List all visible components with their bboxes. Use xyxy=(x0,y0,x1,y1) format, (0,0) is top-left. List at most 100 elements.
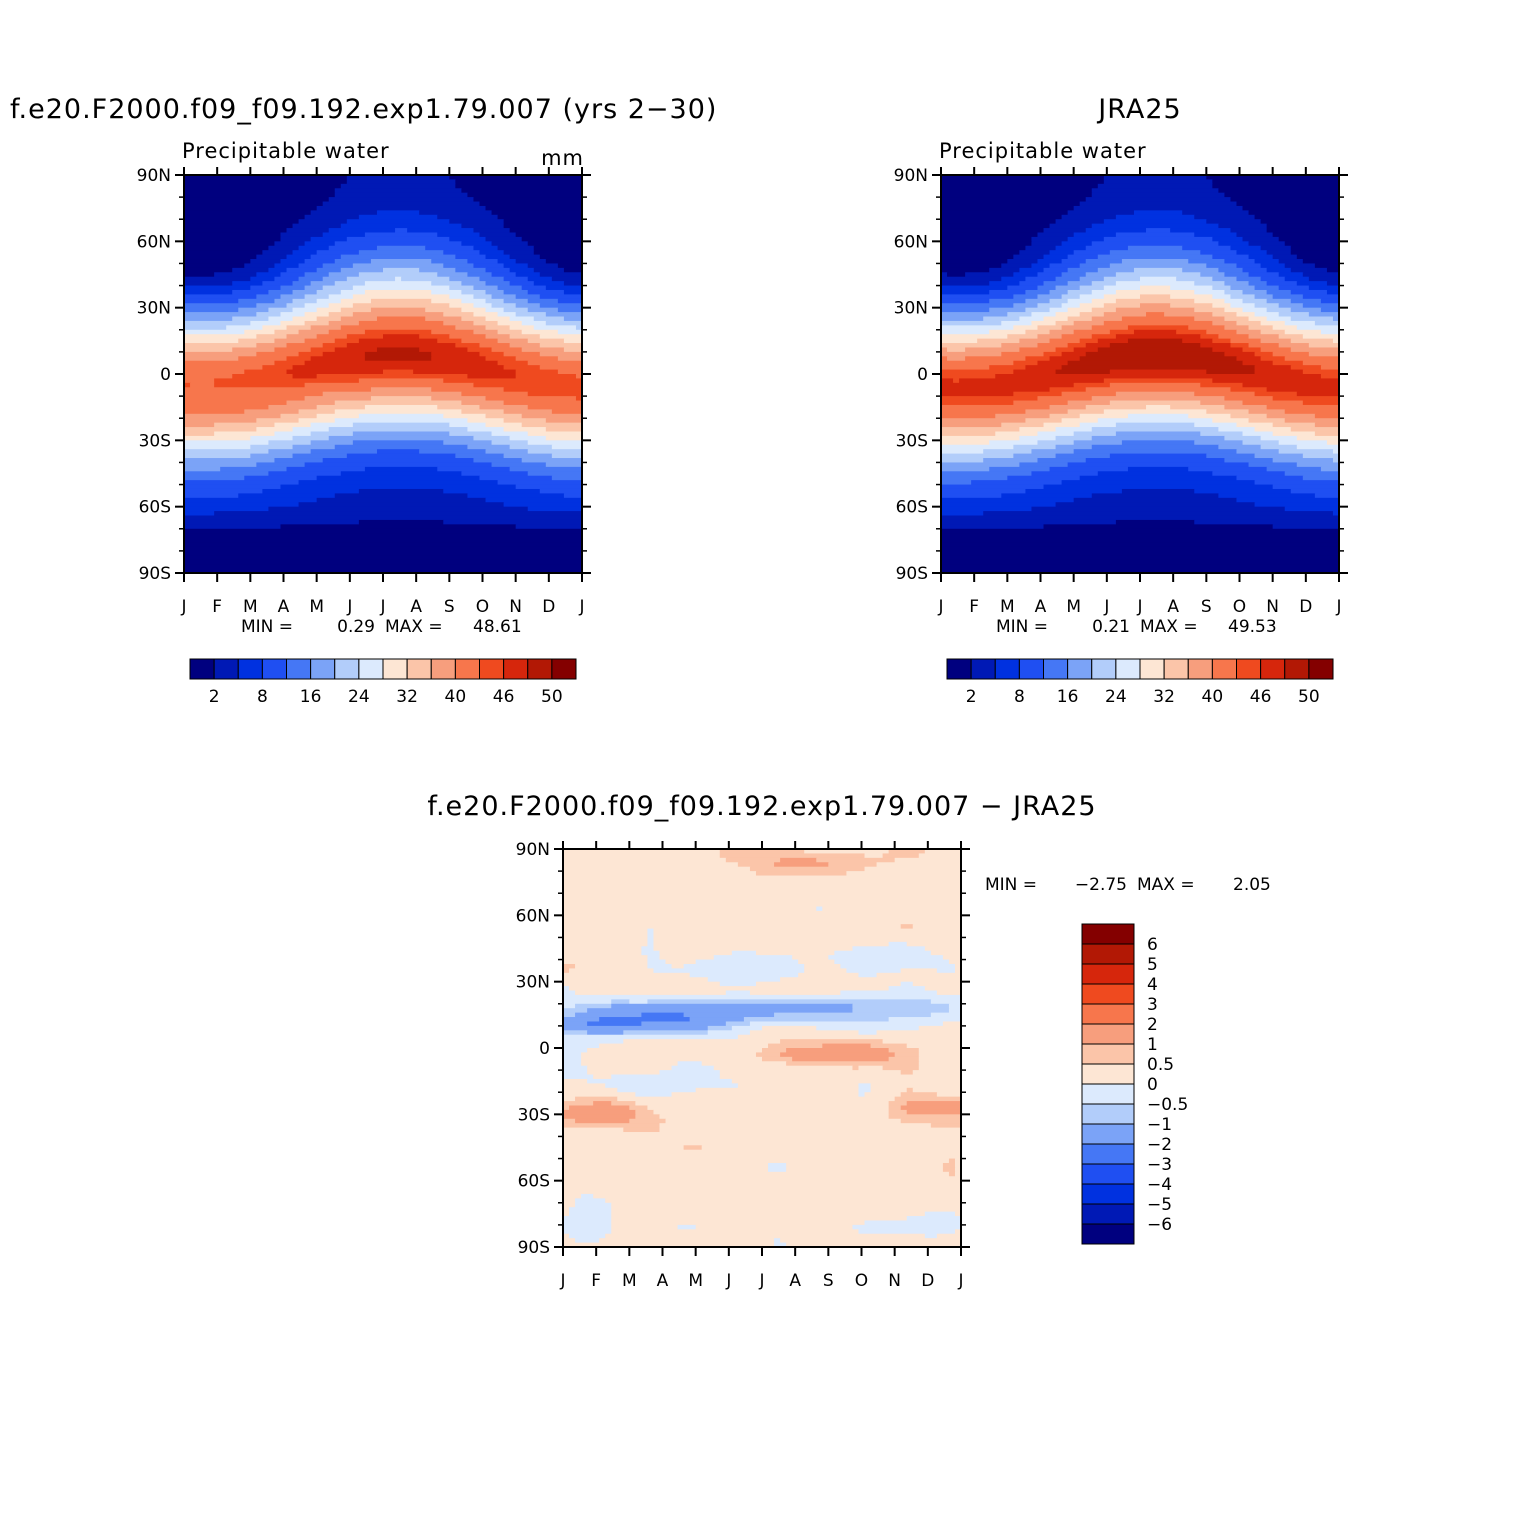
field-cell xyxy=(755,1052,781,1058)
y-tick-label: 90S xyxy=(896,564,928,584)
field-cell xyxy=(563,857,727,863)
field-cell xyxy=(959,378,1105,384)
field-cell xyxy=(352,294,450,300)
field-cell xyxy=(659,1127,961,1133)
field-cell xyxy=(1037,431,1075,437)
field-cell xyxy=(1230,197,1339,203)
field-cell xyxy=(1230,228,1268,234)
field-cell xyxy=(545,312,582,318)
field-cell xyxy=(425,245,475,251)
field-cell xyxy=(948,1171,956,1177)
field-cell xyxy=(304,241,336,247)
field-cell xyxy=(941,524,1045,530)
field-cell xyxy=(731,1025,763,1031)
field-cell xyxy=(232,347,276,353)
field-cell xyxy=(1302,369,1339,375)
field-cell xyxy=(900,968,938,974)
field-cell xyxy=(941,418,1027,424)
colorbar-label: 46 xyxy=(1250,687,1272,707)
field-cell xyxy=(941,533,1339,539)
field-cell xyxy=(1314,431,1339,437)
field-cell xyxy=(467,347,493,353)
field-cell xyxy=(1103,320,1213,326)
panel1-colorbar: 2 8 16 24 32 40 46 50 xyxy=(189,658,577,707)
field-cell xyxy=(1019,316,1045,322)
field-cell xyxy=(395,276,402,282)
field-cell xyxy=(1007,475,1081,481)
field-cell xyxy=(1127,325,1189,331)
field-cell xyxy=(852,946,926,952)
field-cell xyxy=(431,387,505,393)
field-cell xyxy=(641,1021,727,1027)
field-cell xyxy=(1091,316,1123,322)
field-cell xyxy=(1103,294,1141,300)
field-cell xyxy=(376,347,420,353)
field-cell xyxy=(1055,369,1111,375)
field-cell xyxy=(1266,223,1339,229)
field-cell xyxy=(527,241,582,247)
field-cell xyxy=(1242,298,1268,304)
field-cell xyxy=(443,488,541,494)
field-cell xyxy=(1302,453,1339,459)
field-cell xyxy=(184,480,300,486)
field-cell xyxy=(509,316,535,322)
field-cell xyxy=(461,400,505,406)
field-cell xyxy=(431,396,487,402)
field-cell xyxy=(214,431,276,437)
field-cell xyxy=(611,1216,908,1222)
field-cell xyxy=(941,449,984,455)
field-cell xyxy=(1278,285,1310,291)
field-cell xyxy=(184,550,582,556)
field-cell xyxy=(822,906,961,912)
field-cell xyxy=(1061,272,1087,278)
field-cell xyxy=(1115,307,1195,313)
field-cell xyxy=(894,1096,961,1102)
x-tick-label: S xyxy=(1201,597,1212,617)
field-cell xyxy=(1284,506,1339,512)
field-cell xyxy=(250,453,294,459)
field-cell xyxy=(617,1096,896,1102)
field-cell xyxy=(1260,338,1292,344)
field-cell xyxy=(1194,440,1244,446)
field-cell xyxy=(250,435,294,441)
x-tick-label: J xyxy=(937,597,943,617)
field-cell xyxy=(647,928,655,934)
field-cell xyxy=(1037,440,1075,446)
field-cell xyxy=(647,963,673,969)
field-cell xyxy=(563,977,709,983)
field-cell xyxy=(569,968,655,974)
field-cell xyxy=(563,1061,582,1067)
field-cell xyxy=(1061,259,1087,265)
field-cell xyxy=(473,320,499,326)
colorbar-swatch xyxy=(213,658,239,680)
x-tick-label: N xyxy=(509,597,522,617)
field-cell xyxy=(1013,272,1039,278)
field-cell xyxy=(762,1048,787,1054)
field-cell xyxy=(1212,254,1250,260)
field-cell xyxy=(1037,396,1093,402)
field-cell xyxy=(322,343,348,349)
colorbar-swatch xyxy=(358,658,384,680)
field-cell xyxy=(737,1083,860,1089)
field-cell xyxy=(647,937,655,943)
field-cell xyxy=(509,228,582,234)
field-cell xyxy=(1073,320,1105,326)
field-cell xyxy=(1224,272,1250,278)
field-cell xyxy=(1260,245,1292,251)
field-cell xyxy=(340,316,378,322)
colorbar-swatch xyxy=(1081,1163,1135,1185)
field-cell xyxy=(503,409,553,415)
field-cell xyxy=(491,241,529,247)
field-cell xyxy=(491,303,517,309)
field-cell xyxy=(533,281,565,287)
field-cell xyxy=(298,245,330,251)
field-cell xyxy=(587,1065,673,1071)
field-cell xyxy=(370,259,432,265)
field-cell xyxy=(280,413,318,419)
field-cell xyxy=(786,1048,890,1054)
field-cell xyxy=(1278,259,1304,265)
field-cell xyxy=(334,192,469,198)
field-cell xyxy=(346,343,456,349)
field-cell xyxy=(274,338,306,344)
field-cell xyxy=(419,347,469,353)
